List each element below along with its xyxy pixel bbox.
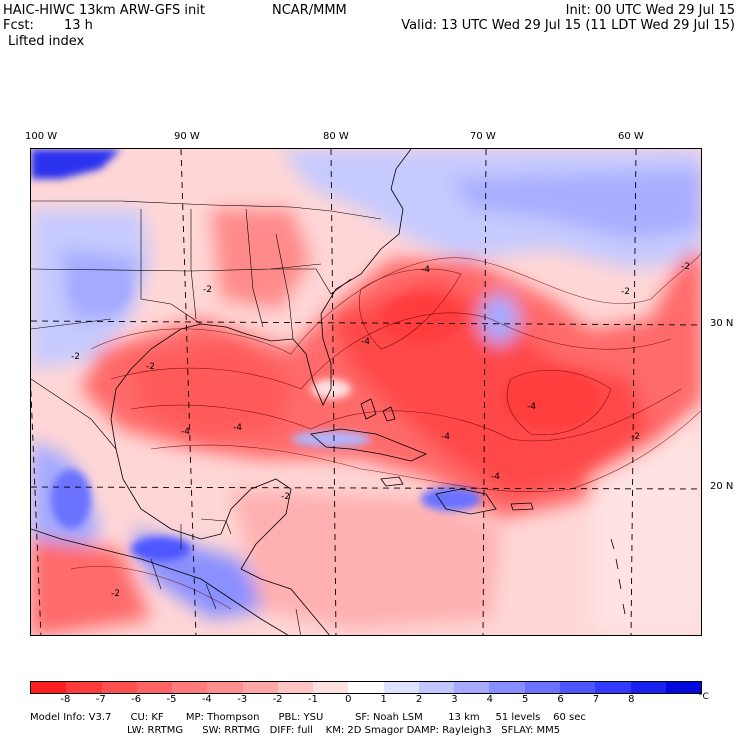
contour-label: -4 xyxy=(181,427,190,437)
colorbar-tick-label: 5 xyxy=(521,694,529,705)
fcst-label: Fcst: xyxy=(3,18,34,33)
latlon-grid xyxy=(31,149,701,635)
field-detail xyxy=(31,149,601,561)
colorbar-swatch xyxy=(559,682,596,693)
colorbar-tick-label: -6 xyxy=(131,694,142,705)
colorbar-tick-label: -7 xyxy=(95,694,106,705)
colorbar-swatch xyxy=(277,682,314,693)
colorbar-swatch xyxy=(595,682,631,693)
lon-label-60w: 60 W xyxy=(618,131,644,142)
lon-label-100w: 100 W xyxy=(25,131,58,142)
contour-label: -2 xyxy=(146,362,155,372)
colorbar-tick-label: 8 xyxy=(628,694,635,705)
lat-label-30n: 30 N xyxy=(710,318,734,329)
colorbar-swatch xyxy=(66,682,102,693)
org-label: NCAR/MMM xyxy=(272,3,347,18)
contour-label: -4 xyxy=(421,265,430,275)
contour-lines xyxy=(70,252,701,610)
colorbar-tick-label: -3 xyxy=(237,694,248,705)
contour-labels: -2 -4 -2 -4 -4 -4 -2 -2 -2 -4 -2 -4 -2 -… xyxy=(71,262,690,599)
contour-label: -4 xyxy=(527,402,536,412)
colorbar-tick-label: -5 xyxy=(166,694,177,705)
colorbar-tick-label: 6 xyxy=(557,694,564,705)
colorbar-tick-label: 0 xyxy=(345,694,352,705)
contour-label: -4 xyxy=(441,432,450,442)
colorbar-tick-label: 1 xyxy=(380,694,387,705)
valid-time: Valid: 13 UTC Wed 29 Jul 15 (11 LDT Wed … xyxy=(401,18,735,33)
lat-label-20n: 20 N xyxy=(710,481,734,492)
colorbar-swatch xyxy=(348,682,384,693)
lifted-index-map: -2 -4 -2 -4 -4 -4 -2 -2 -2 -4 -2 -4 -2 -… xyxy=(30,148,702,636)
lon-label-70w: 70 W xyxy=(470,131,496,142)
model-info-line2: LW: RRTMG SW: RRTMG DIFF: full KM: 2D Sm… xyxy=(127,725,561,736)
colorbar-swatch xyxy=(207,682,243,693)
political-borders xyxy=(31,200,382,635)
colorbar-tick-label: -4 xyxy=(201,694,212,705)
colorbar-swatch xyxy=(630,682,666,693)
colorbar-swatch xyxy=(242,682,278,693)
contour-label: -2 xyxy=(111,589,120,599)
colorbar-swatch xyxy=(418,682,455,693)
colorbar-swatch xyxy=(172,682,208,693)
contour-label: -2 xyxy=(681,262,690,272)
colorbar-tick-label: -1 xyxy=(307,694,318,705)
field-name: Lifted index xyxy=(8,34,85,49)
colorbar-tick-label: 2 xyxy=(415,694,423,705)
colorbar-swatch xyxy=(454,682,490,693)
field-shading xyxy=(31,149,701,635)
contour-label: -4 xyxy=(233,423,242,433)
colorbar-tick-label: 3 xyxy=(451,694,458,705)
colorbar-unit: °C xyxy=(698,692,709,702)
colorbar-swatch xyxy=(383,682,419,693)
contour-label: -2 xyxy=(71,352,80,362)
init-time: Init: 00 UTC Wed 29 Jul 15 xyxy=(565,3,735,18)
colorbar-swatch xyxy=(31,682,67,693)
lon-label-80w: 80 W xyxy=(323,131,349,142)
contour-label: -2 xyxy=(203,285,212,295)
model-title: HAIC-HIWC 13km ARW-GFS init xyxy=(3,3,205,18)
colorbar xyxy=(30,681,702,694)
colorbar-swatch xyxy=(524,682,560,693)
model-info-line1: Model Info: V3.7 CU: KF MP: Thompson PBL… xyxy=(30,712,586,723)
contour-label: -2 xyxy=(621,287,630,297)
colorbar-swatch xyxy=(489,682,525,693)
colorbar-tick-label: -2 xyxy=(272,694,283,705)
colorbar-swatch xyxy=(136,682,173,693)
contour-label: -2 xyxy=(631,432,640,442)
contour-label: -4 xyxy=(361,337,370,347)
colorbar-tick-label: 7 xyxy=(592,694,600,705)
colorbar-swatch xyxy=(101,682,137,693)
colorbar-swatch xyxy=(665,682,702,693)
fcst-value: 13 h xyxy=(64,18,93,33)
colorbar-tick-label: 4 xyxy=(486,694,493,705)
colorbar-swatch xyxy=(313,682,349,693)
lon-label-90w: 90 W xyxy=(174,131,200,142)
contour-label: -2 xyxy=(281,492,290,502)
contour-label: -4 xyxy=(491,472,500,482)
coastlines xyxy=(31,149,626,635)
colorbar-tick-label: -8 xyxy=(60,694,71,705)
